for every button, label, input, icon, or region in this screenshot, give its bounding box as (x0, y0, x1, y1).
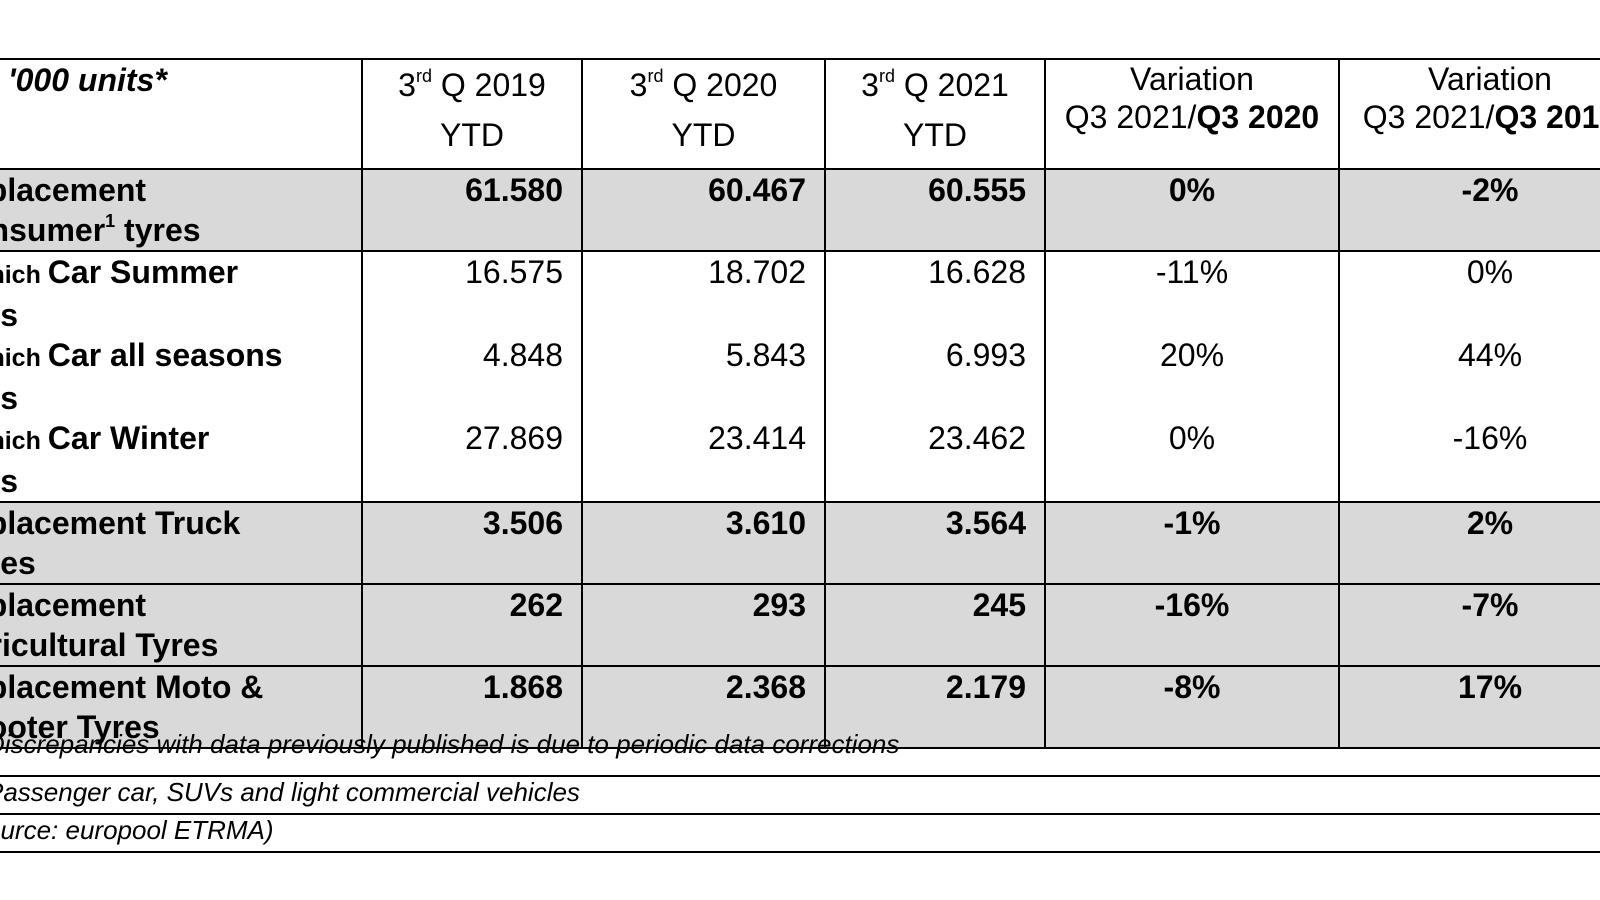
column-header-2020: 3rd Q 2020 YTD (581, 58, 826, 170)
row-label: which Car all seasonsres (0, 335, 363, 418)
variation-cell: -16% (1044, 583, 1340, 667)
row-label: eplacement Moto &cooter Tyres (0, 665, 363, 749)
value-cell: 4.848 (361, 335, 583, 418)
value-cell: 245 (824, 583, 1046, 667)
variation-cell: -2% (1338, 168, 1600, 252)
variation-cell: 0% (1044, 418, 1340, 503)
value-cell: 18.702 (581, 250, 826, 335)
variation-cell: -16% (1338, 418, 1600, 503)
variation-cell: 17% (1338, 665, 1600, 749)
value-cell: 6.993 (824, 335, 1046, 418)
value-cell: 2.368 (581, 665, 826, 749)
row-label: which Car Winterres (0, 418, 363, 503)
value-cell: 3.610 (581, 501, 826, 585)
value-cell: 3.506 (361, 501, 583, 585)
value-cell: 16.628 (824, 250, 1046, 335)
footnote-passenger-car: Passenger car, SUVs and light commercial… (0, 777, 1600, 815)
variation-cell: -1% (1044, 501, 1340, 585)
value-cell: 262 (361, 583, 583, 667)
variation-cell: -11% (1044, 250, 1340, 335)
column-header-2019: 3rd Q 2019 YTD (361, 58, 583, 170)
value-cell: 5.843 (581, 335, 826, 418)
row-label: eplacement Truckyres (0, 501, 363, 585)
column-header-variation-2019: Variation Q3 2021/Q3 2019 (1338, 58, 1600, 170)
footnote-source: ource: europool ETRMA) (0, 815, 1600, 853)
variation-cell: 0% (1338, 250, 1600, 335)
variation-cell: -8% (1044, 665, 1340, 749)
variation-cell: -7% (1338, 583, 1600, 667)
variation-cell: 20% (1044, 335, 1340, 418)
column-header-2021: 3rd Q 2021 YTD (824, 58, 1046, 170)
value-cell: 3.564 (824, 501, 1046, 585)
value-cell: 2.179 (824, 665, 1046, 749)
row-label: eplacementonsumer1 tyres (0, 168, 363, 252)
table-row-car-all-seasons: which Car all seasonsres 4.848 5.843 6.9… (0, 335, 1600, 418)
value-cell: 293 (581, 583, 826, 667)
tyre-sales-table: '000 units* 3rd Q 2019 YTD 3rd Q 2020 YT… (0, 58, 1600, 749)
value-cell: 23.414 (581, 418, 826, 503)
row-label: eplacementgricultural Tyres (0, 583, 363, 667)
table-row-car-summer: which Car Summerres 16.575 18.702 16.628… (0, 250, 1600, 335)
value-cell: 16.575 (361, 250, 583, 335)
header-row: '000 units* 3rd Q 2019 YTD 3rd Q 2020 YT… (0, 58, 1600, 170)
value-cell: 23.462 (824, 418, 1046, 503)
units-header: '000 units* (0, 58, 363, 170)
column-header-variation-2020: Variation Q3 2021/Q3 2020 (1044, 58, 1340, 170)
footnote-discrepancies: Discrepancies with data previously publi… (0, 729, 1600, 777)
variation-cell: 44% (1338, 335, 1600, 418)
row-label: which Car Summerres (0, 250, 363, 335)
variation-cell: 0% (1044, 168, 1340, 252)
table-row-replacement-truck: eplacement Truckyres 3.506 3.610 3.564 -… (0, 501, 1600, 585)
value-cell: 60.467 (581, 168, 826, 252)
value-cell: 27.869 (361, 418, 583, 503)
value-cell: 60.555 (824, 168, 1046, 252)
table-row-replacement-moto-scooter: eplacement Moto &cooter Tyres 1.868 2.36… (0, 665, 1600, 749)
value-cell: 1.868 (361, 665, 583, 749)
table-row-replacement-agricultural: eplacementgricultural Tyres 262 293 245 … (0, 583, 1600, 667)
variation-cell: 2% (1338, 501, 1600, 585)
value-cell: 61.580 (361, 168, 583, 252)
table-row-replacement-consumer: eplacementonsumer1 tyres 61.580 60.467 6… (0, 168, 1600, 252)
table-row-car-winter: which Car Winterres 27.869 23.414 23.462… (0, 418, 1600, 503)
